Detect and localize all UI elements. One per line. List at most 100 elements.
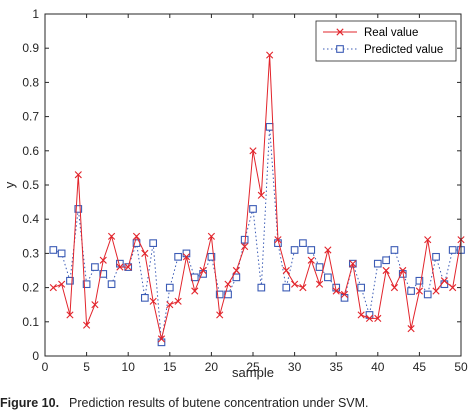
point-predicted-13: [149, 239, 158, 247]
x-tick-label-1: 5: [83, 360, 90, 374]
figure-caption: Figure 10. Prediction results of butene c…: [0, 397, 474, 410]
point-predicted-40: [373, 259, 382, 268]
point-predicted-16: [174, 252, 182, 261]
point-real-47: [432, 287, 440, 295]
point-real-4: [74, 171, 82, 179]
point-real-19: [199, 266, 207, 275]
point-real-41: [382, 266, 390, 275]
point-real-36: [340, 290, 349, 299]
point-real-46: [424, 236, 432, 244]
point-real-49: [449, 284, 457, 292]
point-real-45: [415, 287, 423, 295]
x-tick-label-5: 25: [246, 360, 260, 374]
point-real-35: [332, 287, 340, 295]
point-predicted-30: [290, 246, 299, 254]
point-predicted-12: [140, 294, 149, 302]
point-predicted-46: [423, 290, 432, 299]
y-tick-label-3: 0.3: [22, 246, 39, 260]
point-real-28: [274, 236, 282, 244]
figure-caption-label: Figure 10.: [0, 397, 60, 410]
point-predicted-5: [82, 280, 91, 289]
point-real-13: [149, 297, 157, 305]
point-predicted-1: [49, 246, 58, 254]
point-real-30: [291, 280, 299, 288]
figure-caption-text: Prediction results of butene concentrati…: [69, 397, 369, 410]
point-real-25: [249, 147, 257, 155]
point-real-37: [349, 260, 357, 268]
x-tick-label-4: 20: [205, 360, 219, 374]
x-tick-label-2: 10: [122, 360, 136, 374]
legend-marker-predicted: [336, 45, 344, 53]
point-real-44: [407, 325, 415, 333]
x-axis-label: sample: [232, 365, 274, 380]
y-tick-label-6: 0.6: [22, 144, 39, 158]
axes-box: [44, 13, 462, 357]
y-tick-label-2: 0.2: [22, 281, 39, 295]
point-real-5: [83, 321, 91, 329]
legend: Real value Predicted value: [315, 20, 457, 62]
point-predicted-17: [182, 249, 191, 258]
x-tick-label-7: 35: [330, 360, 344, 374]
legend-label-real: Real value: [364, 27, 418, 39]
point-predicted-7: [99, 270, 108, 278]
plot-area: [45, 14, 461, 356]
point-real-14: [157, 335, 166, 343]
point-real-8: [107, 232, 116, 240]
point-predicted-47: [432, 252, 440, 261]
point-real-33: [315, 280, 324, 288]
point-predicted-27: [265, 123, 274, 131]
point-real-31: [299, 284, 307, 292]
y-tick-label-1: 0.1: [22, 315, 39, 329]
point-predicted-15: [165, 283, 174, 292]
point-predicted-34: [324, 273, 332, 282]
point-real-10: [124, 263, 132, 271]
point-real-18: [191, 287, 199, 295]
point-real-3: [66, 311, 74, 319]
point-predicted-36: [340, 294, 349, 302]
legend-box: [315, 20, 457, 62]
point-predicted-22: [224, 290, 232, 299]
point-predicted-31: [299, 239, 307, 247]
point-predicted-29: [282, 283, 291, 292]
y-tick-label-5: 0.5: [22, 178, 39, 192]
point-predicted-32: [307, 246, 316, 254]
chart: 0 5 10 15 20 25 30 35 40 45 50 0 0.1 0.2 0.3 0.4 0.5 0.6 0…: [2, 7, 468, 380]
point-real-9: [116, 263, 124, 271]
point-real-26: [257, 191, 265, 199]
point-predicted-25: [249, 205, 257, 213]
point-predicted-14: [157, 338, 166, 347]
point-real-32: [307, 256, 315, 264]
point-predicted-26: [257, 283, 266, 292]
point-predicted-49: [448, 246, 457, 254]
point-predicted-8: [107, 280, 116, 289]
y-tick-label-9: 0.9: [22, 41, 39, 55]
point-real-7: [99, 256, 107, 264]
point-real-11: [132, 232, 141, 240]
legend-label-predicted: Predicted value: [364, 44, 443, 56]
point-real-12: [141, 249, 149, 257]
point-real-17: [182, 253, 191, 261]
point-real-43: [399, 266, 407, 275]
point-predicted-6: [91, 263, 99, 271]
point-real-16: [174, 297, 182, 305]
legend-marker-1-glyph: [336, 45, 344, 53]
series-layer: [49, 51, 465, 347]
point-predicted-33: [315, 263, 324, 271]
y-tick-label-7: 0.7: [22, 110, 39, 124]
point-real-2: [58, 280, 66, 288]
point-real-24: [241, 242, 249, 251]
point-predicted-44: [407, 287, 415, 295]
y-tick-label-0: 0: [32, 349, 39, 363]
point-real-23: [232, 266, 240, 275]
point-real-21: [216, 311, 224, 319]
point-predicted-23: [232, 273, 241, 282]
legend-marker-real: [336, 28, 344, 36]
point-predicted-20: [207, 252, 216, 261]
point-predicted-4: [74, 205, 83, 213]
point-real-1: [49, 284, 57, 292]
y-tick-label-4: 0.4: [22, 212, 39, 226]
legend-marker-0-glyph: [336, 28, 344, 36]
point-predicted-38: [357, 283, 366, 292]
point-real-42: [390, 284, 399, 292]
y-axis-label: y: [2, 181, 17, 188]
